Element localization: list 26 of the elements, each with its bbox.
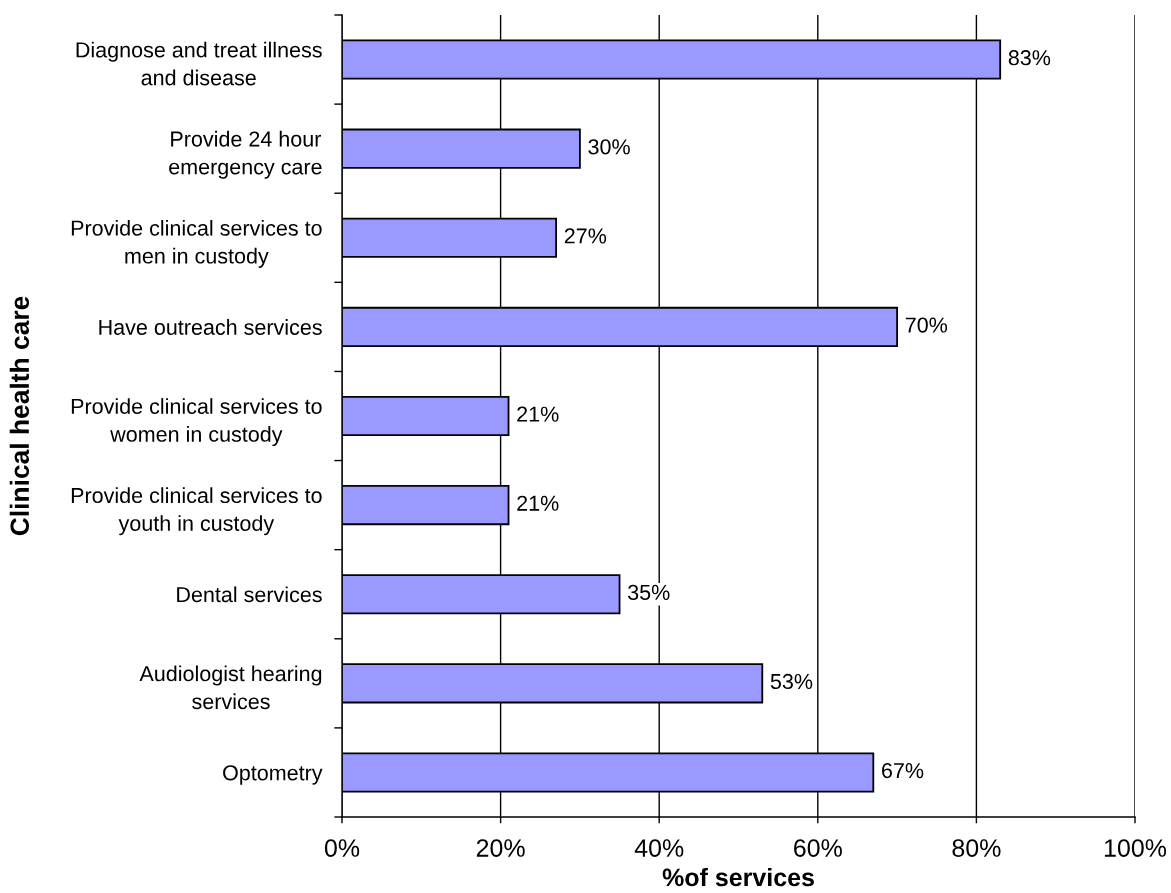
data-label: 27% [564,228,607,244]
x-tick-label: 100% [1104,839,1167,857]
x-tick-label: 80% [952,839,1001,857]
data-label: 53% [770,673,813,690]
y-tick-label: Diagnose and treat illness and disease [76,41,322,86]
y-tick-label: Provide 24 hour emergency care [169,130,322,179]
y-tick-label: Provide clinical services to youth in custody [71,487,322,536]
data-label: 30% [588,139,630,155]
y-tick-label: Audiologist hearing services [139,665,322,710]
data-label: 70% [905,317,948,333]
data-label: 21% [517,406,559,422]
y-axis-title: Clinical health care [9,296,30,536]
x-axis-title: %of services [662,867,814,887]
data-label: 21% [517,495,559,511]
data-label: 35% [628,584,670,600]
x-tick-label: 60% [794,839,842,857]
y-tick-label: Provide clinical services to men in custody [71,219,322,268]
data-label: 67% [882,762,924,779]
y-tick-label: Dental services [177,586,322,603]
y-tick-label: Have outreach services [99,319,322,335]
y-tick-label: Optometry [223,765,323,785]
y-tick-label: Provide clinical services to women in custody [71,398,322,447]
x-tick-label: 20% [476,839,525,857]
x-tick-label: 0% [324,839,360,857]
data-label: 83% [1008,50,1051,66]
x-tick-label: 40% [634,839,684,857]
